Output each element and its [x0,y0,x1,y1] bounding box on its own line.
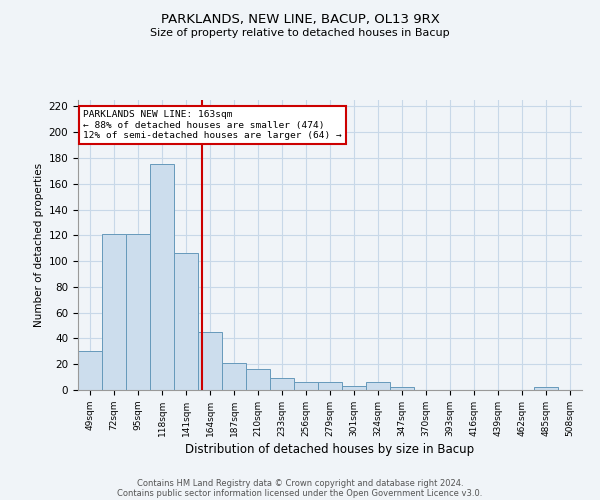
Text: Contains public sector information licensed under the Open Government Licence v3: Contains public sector information licen… [118,488,482,498]
Bar [342,386,366,390]
Bar [270,378,294,390]
Bar [534,388,558,390]
Bar [318,382,342,390]
Bar [198,332,222,390]
Bar [390,388,414,390]
Bar [246,370,270,390]
Bar [150,164,174,390]
Text: PARKLANDS, NEW LINE, BACUP, OL13 9RX: PARKLANDS, NEW LINE, BACUP, OL13 9RX [161,12,439,26]
Text: Contains HM Land Registry data © Crown copyright and database right 2024.: Contains HM Land Registry data © Crown c… [137,478,463,488]
Bar [294,382,318,390]
Text: PARKLANDS NEW LINE: 163sqm
← 88% of detached houses are smaller (474)
12% of sem: PARKLANDS NEW LINE: 163sqm ← 88% of deta… [83,110,342,140]
Bar [366,382,390,390]
Bar [174,254,198,390]
Bar [126,234,150,390]
X-axis label: Distribution of detached houses by size in Bacup: Distribution of detached houses by size … [185,443,475,456]
Bar [78,352,102,390]
Text: Size of property relative to detached houses in Bacup: Size of property relative to detached ho… [150,28,450,38]
Bar [222,363,246,390]
Bar [102,234,126,390]
Y-axis label: Number of detached properties: Number of detached properties [34,163,44,327]
